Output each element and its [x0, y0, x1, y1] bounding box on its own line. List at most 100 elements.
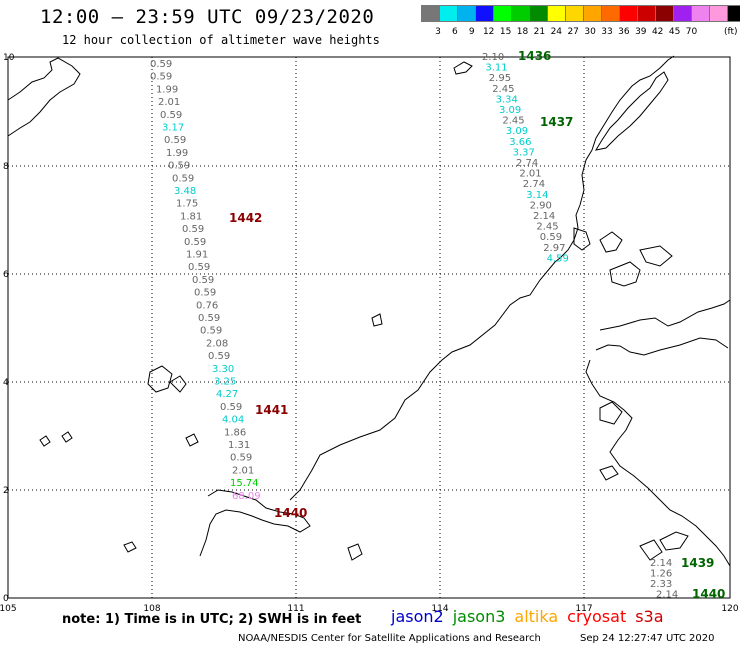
wave-height-label: 3.25 — [214, 377, 236, 388]
wave-height-label: 0.59 — [192, 275, 214, 286]
wave-height-label: 2.01 — [158, 97, 180, 108]
color-scale-label: 36 — [618, 27, 630, 37]
wave-height-label: 2.95 — [489, 73, 511, 84]
wave-height-label: 2.14 — [533, 211, 555, 222]
wave-height-label: 0.59 — [172, 173, 194, 184]
wave-height-label: 2.74 — [516, 158, 538, 169]
wave-height-label: 0.59 — [182, 224, 204, 235]
wave-height-label: 3.48 — [174, 186, 196, 197]
satellite-cryosat: cryosat — [567, 607, 627, 626]
map-title: 12:00 — 23:59 UTC 09/23/2020 — [40, 6, 375, 28]
wave-height-label: 1.91 — [186, 250, 208, 261]
wave-height-label: 2.90 — [530, 200, 552, 211]
observation-annotations: 0.590.591.992.010.593.170.591.990.590.59… — [150, 49, 725, 601]
color-scale-label: 15 — [499, 27, 512, 37]
wave-height-label: 2.01 — [519, 169, 541, 180]
color-scale-unit: (ft) — [724, 27, 738, 37]
x-tick-label: 108 — [143, 604, 160, 614]
y-tick-label: 4 — [3, 378, 9, 388]
color-swatch — [727, 5, 740, 22]
wave-height-label: 0.59 — [194, 288, 216, 299]
color-scale: 3 6 9 12 15 18 21 24 27 30 33 36 39 42 45 70 (ft) — [421, 5, 740, 37]
color-scale-label: 21 — [533, 27, 546, 37]
wave-height-label: 0.76 — [196, 300, 218, 311]
wave-height-label: 0.59 — [208, 351, 230, 362]
wave-height-label: 0.59 — [160, 110, 182, 121]
wave-height-label: 0.59 — [200, 326, 222, 337]
x-tick-label: 105 — [0, 604, 17, 614]
color-scale-label: 70 — [685, 27, 698, 37]
wave-height-label: 0.59 — [230, 453, 252, 464]
color-scale-label: 9 — [468, 27, 475, 37]
color-scale-label: 27 — [567, 27, 579, 37]
wave-height-label: 2.97 — [543, 243, 565, 254]
pass-id-label: 1442 — [229, 211, 262, 225]
x-tick-label: 114 — [431, 604, 448, 614]
wave-height-label: 0.59 — [188, 262, 210, 273]
footer-note: note: 1) Time is in UTC; 2) SWH is in fe… — [62, 612, 362, 627]
color-scale-label: 33 — [601, 27, 613, 37]
color-scale-label: 3 — [435, 27, 441, 37]
wave-height-label: 3.14 — [526, 190, 548, 201]
graticule-grid: 105 108 111 114 117 120 0 2 4 6 8 10 — [0, 53, 739, 614]
satellite-jason2: jason2 — [391, 607, 444, 626]
wave-height-label: 0.59 — [168, 161, 190, 172]
wave-height-label: 2.14 — [656, 590, 678, 601]
pass-id-label: 1441 — [255, 403, 288, 417]
footer-credit: NOAA/NESDIS Center for Satellite Applica… — [238, 633, 541, 644]
footer-timestamp: Sep 24 12:27:47 UTC 2020 — [580, 633, 715, 644]
map-frame — [7, 56, 731, 599]
color-scale-label: 42 — [651, 27, 664, 37]
wave-height-label: 0.59 — [198, 313, 220, 324]
satellite-altika: altika — [514, 607, 559, 626]
wave-height-label: 2.45 — [502, 116, 524, 127]
y-tick-label: 6 — [3, 270, 9, 280]
map-subtitle: 12 hour collection of altimeter wave hei… — [62, 33, 380, 47]
wave-height-label: 2.14 — [650, 558, 672, 569]
wave-height-label: 15.74 — [230, 478, 259, 489]
color-scale-label: 24 — [550, 27, 563, 37]
wave-height-label: 2.01 — [232, 465, 254, 476]
wave-height-label: 0.59 — [150, 59, 172, 70]
wave-height-label: 2.33 — [650, 579, 672, 590]
wave-height-label: 1.86 — [224, 427, 246, 438]
color-scale-label: 6 — [452, 27, 458, 37]
wave-height-label: 68.09 — [232, 491, 261, 502]
wave-height-label: 4.04 — [222, 415, 244, 426]
wave-height-label: 0.59 — [150, 72, 172, 83]
wave-height-label: 3.09 — [499, 105, 521, 116]
wave-height-label: 1.26 — [650, 569, 672, 580]
color-scale-labels: 3 6 9 12 15 18 21 24 27 30 33 36 39 42 45 70 — [422, 27, 740, 39]
x-tick-label: 111 — [287, 604, 304, 614]
color-scale-label: 18 — [516, 27, 529, 37]
wave-height-label: 0.59 — [220, 402, 242, 413]
color-scale-label: 39 — [635, 27, 647, 37]
pass-id-label: 1439 — [681, 556, 714, 570]
x-tick-label: 120 — [721, 604, 738, 614]
wave-height-label: 4.59 — [547, 253, 569, 264]
wave-height-label: 3.11 — [485, 63, 507, 74]
wave-height-label: 3.17 — [162, 123, 184, 134]
wave-height-label: 2.45 — [536, 222, 558, 233]
satellite-legend: jason2 jason3 altika cryosat s3a — [391, 607, 673, 626]
wave-height-label: 2.45 — [492, 84, 514, 95]
wave-height-label: 2.08 — [206, 338, 228, 349]
color-scale-label: 30 — [584, 27, 596, 37]
coastline — [7, 55, 731, 567]
color-scale-label: 12 — [482, 27, 495, 37]
pass-id-label: 1436 — [518, 49, 551, 63]
wave-height-label: 0.59 — [540, 232, 562, 243]
wave-height-label: 3.34 — [496, 94, 518, 105]
x-tick-label: 117 — [575, 604, 592, 614]
wave-height-label: 1.75 — [176, 199, 198, 210]
satellite-jason3: jason3 — [452, 607, 506, 626]
wave-height-label: 1.31 — [228, 440, 250, 451]
wave-height-label: 3.09 — [506, 126, 528, 137]
wave-height-label: 3.30 — [212, 364, 234, 375]
wave-height-label: 2.10 — [482, 52, 504, 63]
wave-height-label: 4.27 — [216, 389, 238, 400]
wave-height-label: 2.74 — [523, 179, 545, 190]
wave-height-label: 3.37 — [513, 147, 535, 158]
wave-height-label: 1.99 — [156, 84, 178, 95]
